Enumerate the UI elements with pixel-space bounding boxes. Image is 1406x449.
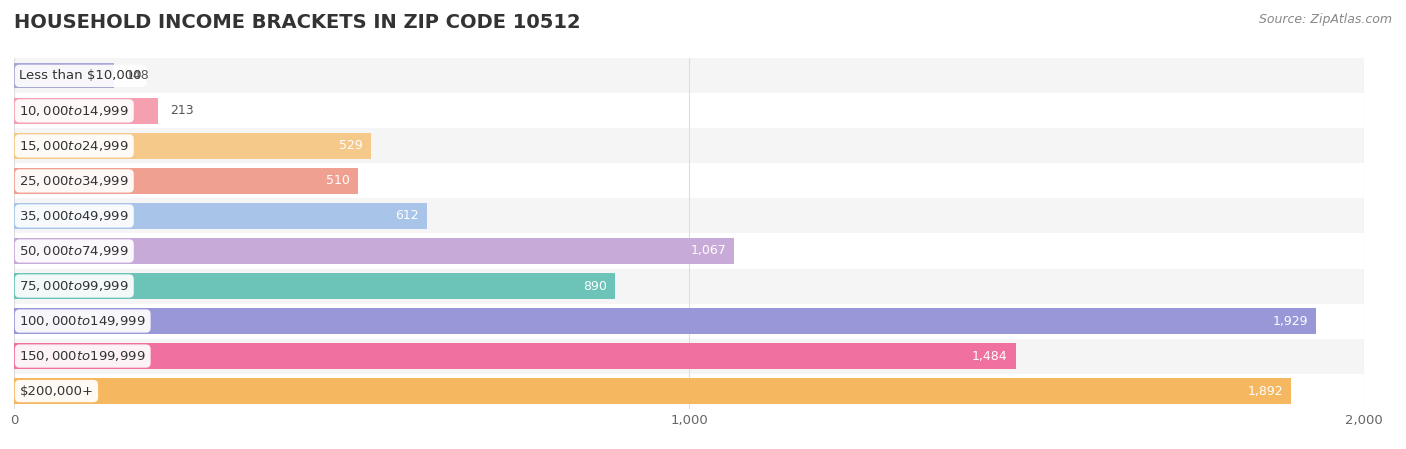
Bar bbox=[0, 128, 1406, 163]
Bar bbox=[0, 58, 1406, 93]
Bar bbox=[0, 339, 1406, 374]
Text: $50,000 to $74,999: $50,000 to $74,999 bbox=[20, 244, 129, 258]
Text: $25,000 to $34,999: $25,000 to $34,999 bbox=[20, 174, 129, 188]
Bar bbox=[14, 98, 157, 123]
Text: $10,000 to $14,999: $10,000 to $14,999 bbox=[20, 104, 129, 118]
Text: 1,892: 1,892 bbox=[1247, 385, 1282, 397]
Text: 890: 890 bbox=[582, 280, 606, 292]
Text: $15,000 to $24,999: $15,000 to $24,999 bbox=[20, 139, 129, 153]
Text: 510: 510 bbox=[326, 175, 350, 187]
Text: 1,929: 1,929 bbox=[1272, 315, 1308, 327]
Text: HOUSEHOLD INCOME BRACKETS IN ZIP CODE 10512: HOUSEHOLD INCOME BRACKETS IN ZIP CODE 10… bbox=[14, 13, 581, 32]
Text: 612: 612 bbox=[395, 210, 419, 222]
Text: $35,000 to $49,999: $35,000 to $49,999 bbox=[20, 209, 129, 223]
Bar bbox=[14, 273, 614, 299]
Bar bbox=[14, 63, 114, 88]
Text: 529: 529 bbox=[339, 140, 363, 152]
Bar bbox=[14, 168, 359, 194]
Text: $75,000 to $99,999: $75,000 to $99,999 bbox=[20, 279, 129, 293]
Text: 213: 213 bbox=[170, 105, 194, 117]
Text: 1,484: 1,484 bbox=[972, 350, 1008, 362]
Text: Less than $10,000: Less than $10,000 bbox=[20, 70, 142, 82]
Bar bbox=[0, 304, 1406, 339]
Text: 1,067: 1,067 bbox=[690, 245, 725, 257]
Text: 148: 148 bbox=[127, 70, 150, 82]
Bar bbox=[14, 203, 427, 229]
Bar bbox=[0, 163, 1406, 198]
Bar bbox=[14, 379, 1291, 404]
Bar bbox=[0, 198, 1406, 233]
Bar bbox=[0, 233, 1406, 269]
Bar bbox=[0, 269, 1406, 304]
Text: Source: ZipAtlas.com: Source: ZipAtlas.com bbox=[1258, 13, 1392, 26]
Bar bbox=[0, 374, 1406, 409]
Bar bbox=[14, 343, 1015, 369]
Bar bbox=[14, 308, 1316, 334]
Bar bbox=[14, 238, 734, 264]
Text: $150,000 to $199,999: $150,000 to $199,999 bbox=[20, 349, 146, 363]
Bar bbox=[0, 93, 1406, 128]
Text: $100,000 to $149,999: $100,000 to $149,999 bbox=[20, 314, 146, 328]
Bar bbox=[14, 133, 371, 158]
Text: $200,000+: $200,000+ bbox=[20, 385, 93, 397]
